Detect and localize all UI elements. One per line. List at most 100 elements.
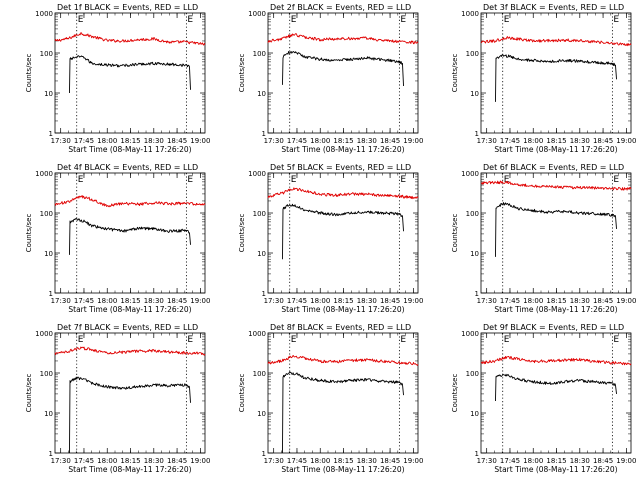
- y-tick-label: 10: [470, 410, 479, 418]
- y-tick-label: 1: [475, 290, 479, 298]
- panel-title: Det 7f BLACK = Events, RED = LLD: [57, 323, 198, 332]
- x-tick-label: 18:00: [310, 457, 330, 465]
- events-series-line: [282, 203, 404, 260]
- y-tick-label: 1000: [461, 170, 479, 178]
- x-axis-label: Start Time (08-May-11 17:26:20): [281, 145, 404, 154]
- lld-series-line: [267, 33, 419, 45]
- detector-panel: Det 9f BLACK = Events, RED = LLD 1 10 100 10…: [451, 323, 636, 474]
- x-tick-label: 19:00: [616, 457, 636, 465]
- x-tick-label: 17:45: [74, 137, 94, 145]
- x-tick-label: 18:45: [380, 457, 400, 465]
- y-tick-label: 10: [470, 250, 479, 258]
- x-axis-label: Start Time (08-May-11 17:26:20): [281, 465, 404, 474]
- marker-label: E: [291, 175, 297, 185]
- events-series-line: [495, 202, 617, 257]
- y-tick-label: 10: [257, 90, 266, 98]
- y-axis-label: Counts/sec: [25, 214, 33, 253]
- plot-frame: [267, 172, 419, 294]
- detector-panel: Det 4f BLACK = Events, RED = LLD 1 10 100 10…: [25, 163, 210, 314]
- x-tick-label: 18:30: [144, 297, 164, 305]
- y-tick-label: 1000: [461, 10, 479, 18]
- y-tick-label: 1000: [461, 330, 479, 338]
- marker-label: E: [613, 175, 619, 185]
- x-tick-label: 18:00: [523, 457, 543, 465]
- y-axis-label: Counts/sec: [238, 374, 246, 413]
- y-axis-label: Counts/sec: [25, 54, 33, 93]
- x-tick-label: 18:30: [144, 457, 164, 465]
- x-tick-label: 17:30: [51, 457, 71, 465]
- panel-title: Det 4f BLACK = Events, RED = LLD: [57, 163, 198, 172]
- x-tick-label: 17:30: [264, 297, 284, 305]
- x-tick-label: 18:15: [120, 297, 140, 305]
- panel-title: Det 5f BLACK = Events, RED = LLD: [270, 163, 411, 172]
- marker-label: E: [78, 335, 84, 345]
- x-tick-label: 17:30: [264, 457, 284, 465]
- x-tick-label: 18:30: [357, 457, 377, 465]
- y-tick-label: 1000: [248, 170, 266, 178]
- x-tick-label: 18:45: [380, 137, 400, 145]
- x-tick-label: 18:15: [546, 457, 566, 465]
- x-tick-label: 18:15: [333, 457, 353, 465]
- y-tick-label: 1: [262, 290, 266, 298]
- detector-panel: Det 2f BLACK = Events, RED = LLD 1 10 100 10…: [238, 3, 423, 154]
- x-tick-label: 17:45: [74, 297, 94, 305]
- y-tick-label: 1000: [248, 330, 266, 338]
- panel-title: Det 6f BLACK = Events, RED = LLD: [483, 163, 624, 172]
- panel-title: Det 9f BLACK = Events, RED = LLD: [483, 323, 624, 332]
- x-tick-label: 18:00: [523, 137, 543, 145]
- events-series-line: [69, 218, 191, 255]
- marker-label: E: [400, 335, 406, 345]
- x-tick-label: 17:45: [287, 137, 307, 145]
- marker-label: E: [613, 15, 619, 25]
- lld-series-line: [54, 32, 206, 46]
- detector-panel: Det 6f BLACK = Events, RED = LLD 1 10 100 10…: [451, 163, 636, 314]
- x-tick-label: 18:00: [310, 137, 330, 145]
- marker-label: E: [291, 335, 297, 345]
- marker-label: E: [504, 175, 510, 185]
- y-tick-label: 1: [49, 130, 53, 138]
- x-tick-label: 19:00: [190, 137, 210, 145]
- detector-panel: Det 1f BLACK = Events, RED = LLD 1 10 100 10…: [25, 3, 210, 154]
- x-axis-label: Start Time (08-May-11 17:26:20): [68, 305, 191, 314]
- y-tick-label: 1000: [248, 10, 266, 18]
- x-axis-label: Start Time (08-May-11 17:26:20): [494, 145, 617, 154]
- y-tick-label: 10: [257, 410, 266, 418]
- y-tick-label: 1000: [35, 170, 53, 178]
- lld-series-line: [480, 36, 632, 47]
- x-tick-label: 18:15: [120, 457, 140, 465]
- detector-panel: Det 3f BLACK = Events, RED = LLD 1 10 100 10…: [451, 3, 636, 154]
- x-axis-label: Start Time (08-May-11 17:26:20): [281, 305, 404, 314]
- x-tick-label: 18:30: [357, 297, 377, 305]
- y-tick-label: 100: [40, 210, 53, 218]
- x-tick-label: 18:30: [144, 137, 164, 145]
- plot-frame: [54, 172, 206, 294]
- x-tick-label: 18:00: [97, 457, 117, 465]
- plot-frame: [480, 332, 632, 454]
- x-tick-label: 18:00: [97, 297, 117, 305]
- marker-label: E: [504, 335, 510, 345]
- y-tick-label: 10: [257, 250, 266, 258]
- x-tick-label: 18:30: [570, 137, 590, 145]
- y-tick-label: 1: [475, 450, 479, 458]
- x-tick-label: 19:00: [190, 297, 210, 305]
- panel-title: Det 2f BLACK = Events, RED = LLD: [270, 3, 411, 12]
- x-tick-label: 17:30: [477, 457, 497, 465]
- x-tick-label: 17:30: [477, 137, 497, 145]
- x-tick-label: 18:15: [333, 137, 353, 145]
- x-tick-label: 18:45: [167, 457, 187, 465]
- marker-label: E: [291, 15, 297, 25]
- y-tick-label: 1: [49, 450, 53, 458]
- detector-panel: Det 8f BLACK = Events, RED = LLD 1 10 100 10…: [238, 323, 423, 474]
- y-tick-label: 100: [253, 370, 266, 378]
- marker-label: E: [78, 175, 84, 185]
- x-tick-label: 18:30: [357, 137, 377, 145]
- marker-label: E: [400, 175, 406, 185]
- x-tick-label: 17:45: [287, 297, 307, 305]
- x-tick-label: 19:00: [616, 297, 636, 305]
- y-tick-label: 100: [40, 370, 53, 378]
- y-axis-label: Counts/sec: [451, 214, 459, 253]
- x-tick-label: 18:00: [523, 297, 543, 305]
- panel-title: Det 1f BLACK = Events, RED = LLD: [57, 3, 198, 12]
- x-axis-label: Start Time (08-May-11 17:26:20): [68, 465, 191, 474]
